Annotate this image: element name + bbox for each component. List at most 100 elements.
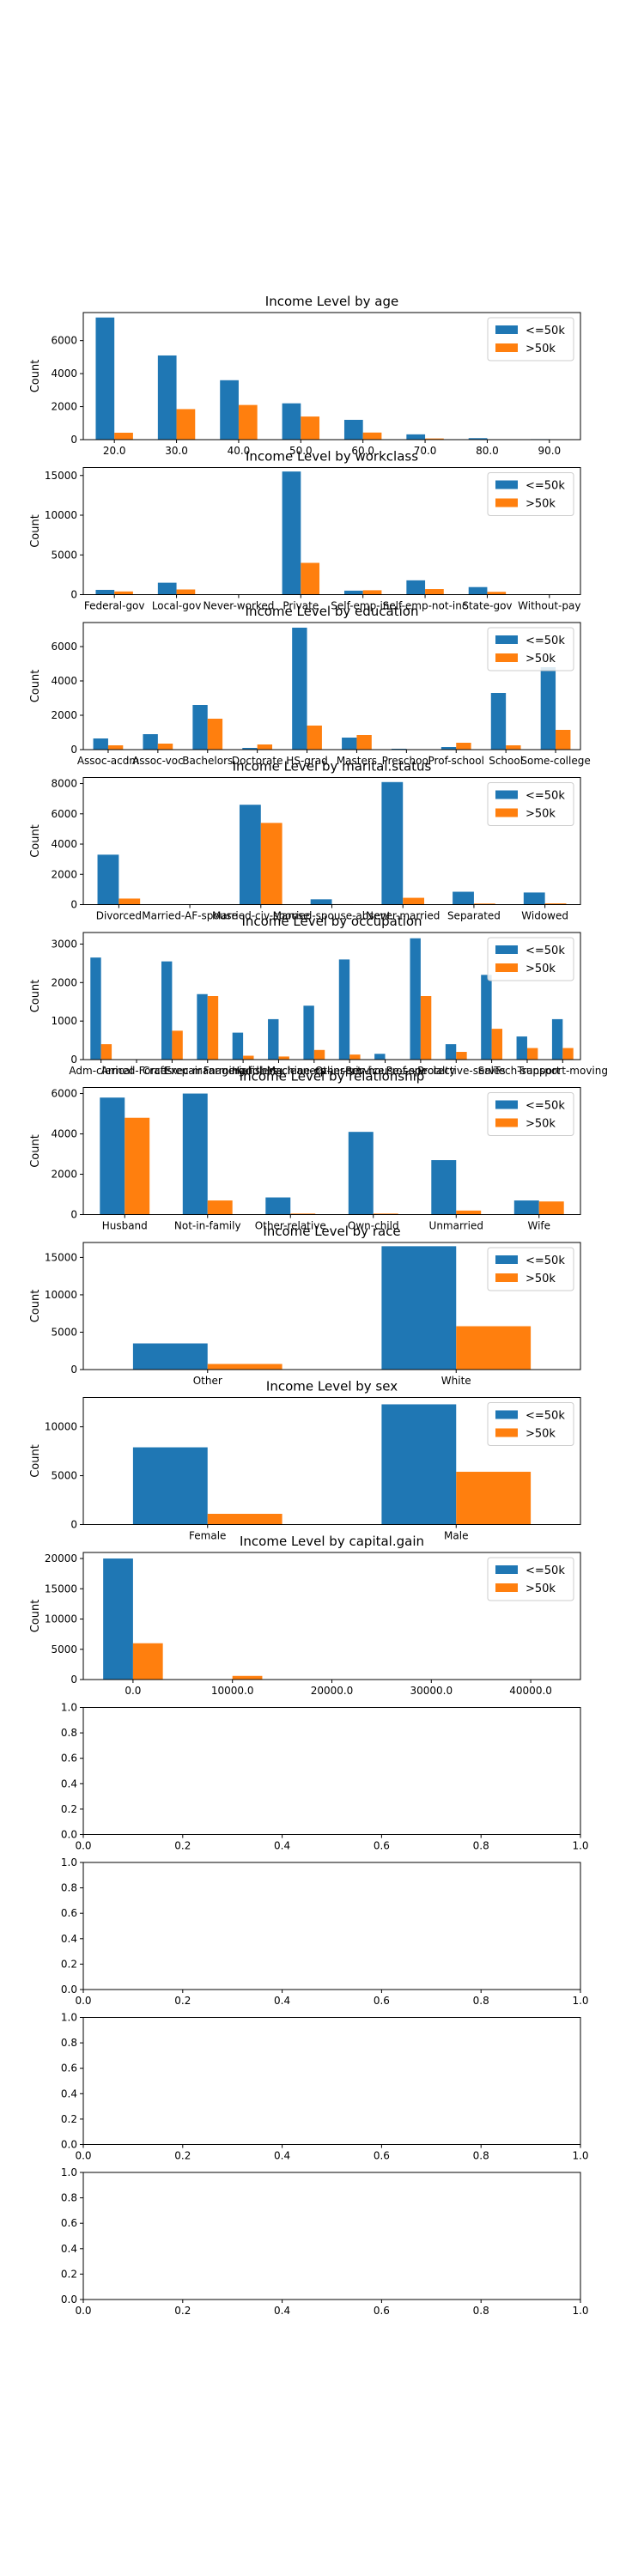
bar-gt50k (544, 903, 567, 905)
bar-le50k (445, 1044, 457, 1060)
x-tick-label: Bachelors (182, 755, 233, 767)
y-tick-label: 2000 (51, 709, 77, 721)
bar-gt50k (232, 1675, 263, 1680)
axes-frame (82, 2172, 581, 2300)
x-tick-label: 1.0 (572, 2305, 588, 2317)
x-tick-label: Male (444, 1530, 468, 1542)
chart-title: Income Level by race (263, 1224, 400, 1239)
y-tick-label: 0.0 (61, 1984, 77, 1996)
bar-gt50k (207, 1364, 283, 1370)
legend-swatch (495, 343, 518, 352)
legend-swatch (495, 1100, 518, 1109)
x-tick-label: Never-worked (203, 600, 274, 612)
x-tick-label: 0.8 (473, 1840, 489, 1852)
x-tick-label: 40.0 (228, 445, 251, 457)
bar-gt50k (487, 592, 507, 595)
subplot-6: Income Level by relationship 0 2000 4000 600… (29, 1069, 581, 1232)
x-tick-label: Not-in-family (174, 1220, 241, 1232)
legend-swatch (495, 808, 518, 817)
bar-gt50k (107, 745, 124, 750)
x-tick-label: 0.8 (473, 1995, 489, 2007)
x-tick-label: Assoc-voc (132, 755, 184, 767)
chart-title: Income Level by education (246, 604, 419, 619)
x-tick-label: 30000.0 (410, 1685, 453, 1697)
bar-le50k (516, 1036, 527, 1060)
x-tick-label: Married-civ-spouse (212, 910, 310, 922)
bar-le50k (100, 1097, 125, 1215)
bar-le50k (157, 582, 177, 595)
legend-label: <=50k (526, 325, 565, 337)
y-tick-label: 0.6 (61, 1907, 77, 1919)
bar-le50k (551, 1018, 563, 1060)
bar-gt50k (176, 409, 196, 440)
bar-gt50k (425, 589, 444, 595)
subplot-3: Income Level by education 0 2000 4000 6000 Co… (29, 604, 591, 767)
y-tick-label: 10000 (45, 1421, 77, 1433)
x-tick-label: Self-emp-not-inc (383, 600, 468, 612)
chart-title: Income Level by capital.gain (240, 1534, 424, 1549)
bar-le50k (143, 734, 158, 750)
y-tick-label: 0.4 (61, 2243, 77, 2255)
y-tick-label: 0 (70, 1054, 77, 1066)
x-tick-label: Adm-clerical (69, 1065, 133, 1077)
bar-gt50k (238, 404, 258, 440)
bar-le50k (513, 1200, 539, 1215)
x-tick-label: 0.0 (75, 2150, 91, 2162)
y-tick-label: 10000 (45, 1289, 77, 1301)
bar-gt50k (301, 562, 320, 595)
y-tick-label: 2000 (51, 976, 77, 988)
bar-le50k (282, 471, 301, 595)
y-tick-label: 0 (70, 434, 77, 446)
axes-frame (82, 2017, 581, 2145)
axes-frame (82, 1707, 581, 1835)
bar-gt50k (207, 719, 223, 750)
y-tick-label: 10000 (45, 1613, 77, 1625)
x-tick-label: Exec-managerial (164, 1065, 251, 1077)
x-tick-label: 60.0 (351, 445, 374, 457)
legend-label: >50k (526, 963, 556, 975)
x-tick-label: Self-emp-inc (331, 600, 395, 612)
x-tick-label: 0.0 (125, 1685, 141, 1697)
bar-le50k (406, 580, 426, 595)
x-tick-label: 20.0 (103, 445, 126, 457)
bar-le50k (381, 1404, 457, 1525)
x-tick-label: 0.0 (75, 2305, 91, 2317)
axes-frame (82, 1397, 581, 1525)
bar-le50k (431, 1160, 457, 1215)
bar-gt50k (556, 730, 571, 750)
y-tick-label: 0.4 (61, 1933, 77, 1945)
bar-gt50k (356, 735, 372, 750)
legend-label: >50k (526, 343, 556, 355)
y-tick-label: 2000 (51, 868, 77, 880)
legend-label: <=50k (526, 1255, 565, 1267)
y-tick-label: 0.2 (61, 1958, 77, 1970)
y-tick-label: 15000 (45, 470, 77, 482)
y-tick-label: 3000 (51, 938, 77, 950)
y-tick-label: 0.4 (61, 1777, 77, 1789)
y-tick-label: 0 (70, 1209, 77, 1221)
x-tick-label: Unmarried (429, 1220, 483, 1232)
y-tick-label: 0.8 (61, 1727, 77, 1739)
bar-le50k (132, 1447, 208, 1525)
y-axis-label: Count (29, 1134, 42, 1168)
x-tick-label: 1.0 (572, 1995, 588, 2007)
y-tick-label: 4000 (51, 1128, 77, 1140)
bar-gt50k (473, 903, 495, 905)
subplot-10: 0.00.0 0.2 0.2 0.4 0.4 0.6 0.6 0.8 0.8 1.0 1.0 (61, 1702, 589, 1852)
legend-swatch (495, 1273, 518, 1282)
x-tick-label: State-gov (462, 600, 512, 612)
bar-gt50k (100, 1044, 112, 1060)
x-tick-label: Married-spouse-absent (273, 910, 392, 922)
subplot-4: Income Level by marital.status 0 2000 4000 6… (29, 759, 581, 922)
bar-le50k (343, 419, 363, 440)
x-tick-label: Prof-specialty (386, 1065, 456, 1077)
bar-le50k (468, 438, 488, 440)
y-tick-label: 4000 (51, 838, 77, 850)
x-tick-label: 0.6 (374, 1840, 390, 1852)
y-tick-label: 5000 (51, 1643, 77, 1656)
bar-gt50k (491, 1029, 503, 1060)
axes-frame (82, 467, 581, 595)
x-tick-label: School (489, 755, 523, 767)
x-tick-label: White (441, 1375, 471, 1387)
legend-swatch (495, 945, 518, 954)
